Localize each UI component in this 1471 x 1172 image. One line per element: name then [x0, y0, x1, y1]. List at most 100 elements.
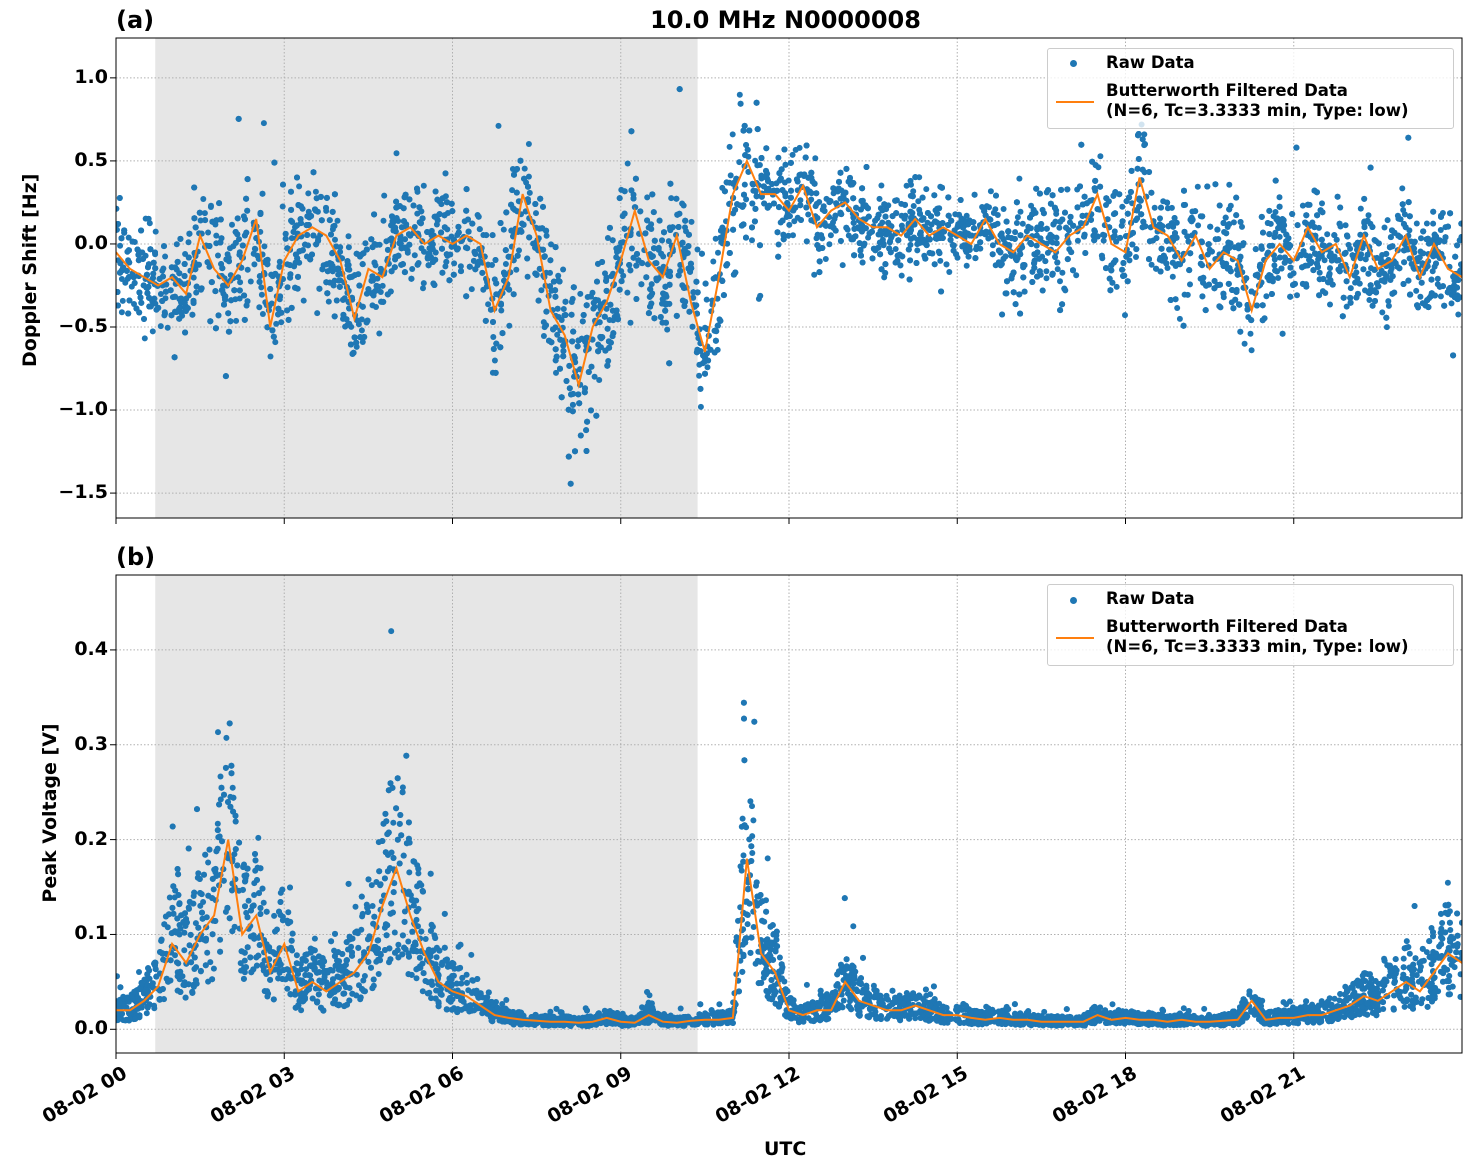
- raw-data-point: [1064, 256, 1071, 263]
- raw-data-point: [470, 257, 477, 264]
- raw-data-point: [963, 262, 970, 269]
- raw-data-point: [358, 316, 365, 323]
- raw-data-point: [463, 293, 470, 300]
- raw-data-point: [633, 262, 640, 269]
- raw-data-point: [703, 296, 710, 303]
- raw-data-point: [1053, 240, 1060, 247]
- raw-data-point: [939, 235, 946, 241]
- raw-data-point: [443, 251, 450, 258]
- raw-data-point: [221, 301, 227, 308]
- raw-data-point: [443, 258, 450, 265]
- raw-data-point: [853, 204, 860, 211]
- raw-data-point: [608, 273, 615, 280]
- raw-data-point: [667, 180, 674, 187]
- raw-data-point: [1111, 228, 1118, 235]
- raw-data-point: [1385, 302, 1392, 309]
- raw-data-point: [1184, 291, 1191, 298]
- raw-data-point: [547, 283, 553, 290]
- raw-data-point: [1113, 238, 1120, 245]
- raw-data-point: [1123, 198, 1130, 205]
- raw-data-point: [1336, 268, 1343, 275]
- raw-data-point: [596, 377, 603, 383]
- raw-data-point: [822, 256, 829, 262]
- raw-data-point: [347, 341, 354, 348]
- raw-data-point: [1217, 281, 1223, 288]
- raw-data-point: [239, 242, 246, 249]
- raw-data-point: [1008, 275, 1015, 282]
- raw-data-point: [524, 273, 531, 280]
- raw-data-point: [1287, 293, 1294, 300]
- raw-data-point: [174, 258, 181, 265]
- raw-data-point: [1186, 267, 1193, 274]
- raw-data-point: [1367, 282, 1374, 289]
- raw-data-point: [792, 146, 799, 153]
- raw-data-point: [911, 234, 917, 241]
- raw-data-point: [1139, 136, 1146, 143]
- raw-data-point: [599, 259, 606, 265]
- raw-data-point: [1103, 265, 1109, 272]
- raw-data-point: [513, 189, 520, 196]
- raw-data-point: [287, 262, 293, 269]
- raw-data-point: [1384, 217, 1391, 224]
- raw-data-point: [395, 252, 402, 259]
- raw-data-point: [953, 251, 960, 258]
- raw-data-point: [1381, 278, 1388, 285]
- raw-data-point: [1428, 290, 1435, 297]
- raw-data-point: [1010, 289, 1017, 296]
- raw-data-point: [574, 343, 581, 350]
- raw-data-point: [202, 217, 209, 224]
- raw-data-point: [798, 217, 804, 223]
- raw-data-point: [1379, 309, 1386, 316]
- raw-data-point: [833, 200, 840, 207]
- raw-data-point: [1241, 340, 1248, 347]
- raw-data-point: [591, 373, 598, 380]
- raw-data-point: [524, 255, 531, 262]
- raw-data-point: [506, 322, 513, 329]
- raw-data-point: [1097, 183, 1104, 190]
- raw-data-point: [1259, 302, 1266, 309]
- raw-data-point: [1194, 183, 1201, 190]
- raw-data-point: [514, 166, 520, 172]
- raw-data-point: [973, 246, 980, 253]
- raw-data-point: [990, 209, 997, 216]
- raw-data-point: [926, 227, 933, 233]
- raw-data-point: [1043, 225, 1050, 232]
- raw-data-point: [621, 188, 628, 195]
- raw-data-point: [1373, 289, 1380, 296]
- raw-data-point: [365, 286, 372, 293]
- raw-data-point: [161, 243, 167, 250]
- raw-data-point: [1013, 220, 1020, 226]
- raw-data-point: [548, 241, 554, 248]
- raw-data-point: [1112, 257, 1119, 264]
- raw-data-point: [1327, 301, 1333, 308]
- raw-data-point: [563, 378, 570, 384]
- raw-data-point: [651, 315, 658, 322]
- raw-data-point: [267, 286, 274, 292]
- raw-data-point: [450, 271, 457, 278]
- raw-data-point: [393, 198, 400, 205]
- raw-data-point: [411, 252, 418, 259]
- raw-data-point: [133, 305, 140, 312]
- raw-data-point: [164, 324, 171, 331]
- raw-data-point: [1418, 235, 1424, 242]
- raw-data-point: [1335, 257, 1342, 264]
- raw-data-point: [886, 245, 893, 252]
- raw-data-point: [1247, 330, 1254, 337]
- raw-data-point: [258, 284, 265, 291]
- raw-data-point: [566, 385, 573, 392]
- raw-data-point: [1401, 241, 1408, 248]
- raw-data-point: [554, 331, 561, 338]
- raw-data-point: [1437, 293, 1444, 300]
- raw-data-point: [593, 412, 600, 419]
- raw-data-point: [857, 246, 864, 253]
- raw-data-point: [304, 232, 311, 238]
- raw-data-point: [987, 188, 994, 195]
- raw-data-point: [1119, 203, 1126, 210]
- raw-data-point: [644, 217, 651, 224]
- raw-data-point: [1091, 227, 1098, 234]
- raw-data-point: [642, 230, 649, 237]
- raw-data-point: [1092, 177, 1099, 184]
- raw-data-point: [439, 245, 445, 252]
- raw-data-point: [156, 275, 163, 282]
- raw-data-point: [682, 224, 688, 231]
